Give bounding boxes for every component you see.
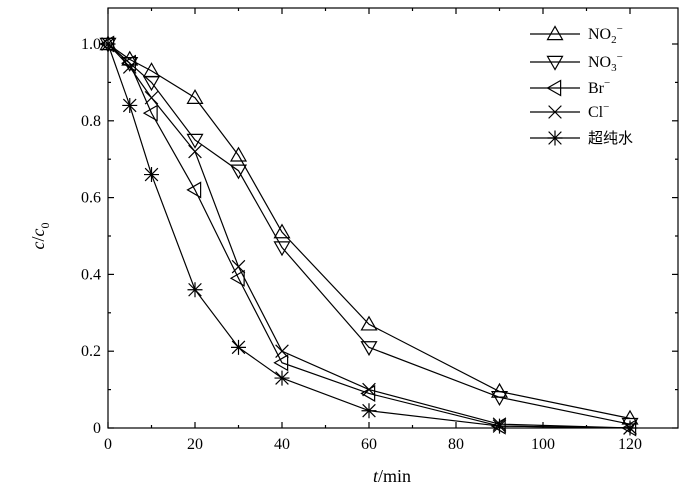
data-point-s0 (360, 315, 378, 331)
data-point-s2 (142, 104, 158, 122)
y-tick-label: 0.2 (81, 343, 101, 360)
data-point-s0 (121, 50, 139, 66)
series-line-4 (107, 43, 631, 429)
legend-marker (546, 79, 562, 97)
y-axis-label: c/c0 (28, 222, 52, 249)
x-tick-label: 80 (448, 436, 464, 453)
data-point-s3 (188, 144, 202, 159)
legend-label: Cl− (588, 101, 609, 121)
legend-marker (546, 25, 564, 41)
legend-marker (546, 55, 564, 71)
data-point-s4 (492, 418, 507, 434)
data-point-s3 (275, 344, 289, 358)
y-tick-label: 1.0 (81, 36, 101, 53)
x-tick-label: 20 (187, 436, 203, 453)
x-tick-label: 100 (531, 436, 555, 453)
plot-frame (107, 7, 679, 429)
data-point-s4 (622, 420, 638, 436)
y-tick-label: 0.6 (81, 190, 101, 207)
legend-label: 超纯水 (588, 129, 633, 147)
data-point-s4 (144, 167, 159, 183)
legend-label: NO2− (588, 23, 623, 46)
data-point-s3 (122, 60, 137, 74)
x-tick-label: 120 (618, 436, 642, 453)
data-point-s0 (273, 223, 291, 239)
data-point-s0 (229, 146, 248, 162)
series-line-1 (107, 43, 631, 425)
data-point-s2 (186, 181, 202, 199)
data-point-s4 (187, 282, 203, 298)
data-point-s3 (144, 90, 159, 105)
data-point-s1 (186, 133, 204, 149)
data-point-s1 (273, 241, 291, 257)
x-tick-label: 0 (104, 436, 112, 453)
series-line-2 (107, 43, 631, 429)
x-tick-label: 60 (361, 436, 377, 453)
data-point-s4 (231, 339, 246, 355)
series-line-3 (107, 43, 631, 429)
data-point-s4 (100, 36, 116, 52)
data-point-s1 (142, 76, 161, 92)
y-tick-label: 0.8 (81, 113, 101, 130)
data-point-s4 (122, 97, 138, 113)
data-point-s4 (274, 370, 290, 386)
series-line-0 (107, 43, 631, 419)
legend-label: Br− (588, 77, 610, 97)
data-point-s1 (229, 164, 248, 180)
y-tick-label: 0 (93, 420, 101, 437)
legend-label: NO3− (588, 51, 623, 74)
data-point-s0 (186, 89, 204, 104)
data-point-s4 (361, 403, 377, 419)
legend-marker (548, 105, 562, 119)
y-tick-label: 0.4 (81, 266, 101, 283)
x-axis-label: t/min (373, 466, 411, 486)
data-point-s1 (360, 341, 378, 357)
data-point-s3 (231, 259, 246, 274)
data-point-s3 (362, 382, 376, 397)
data-point-s2 (273, 354, 289, 372)
x-tick-label: 40 (274, 436, 290, 453)
legend-marker (547, 130, 563, 146)
data-point-s1 (490, 391, 509, 406)
